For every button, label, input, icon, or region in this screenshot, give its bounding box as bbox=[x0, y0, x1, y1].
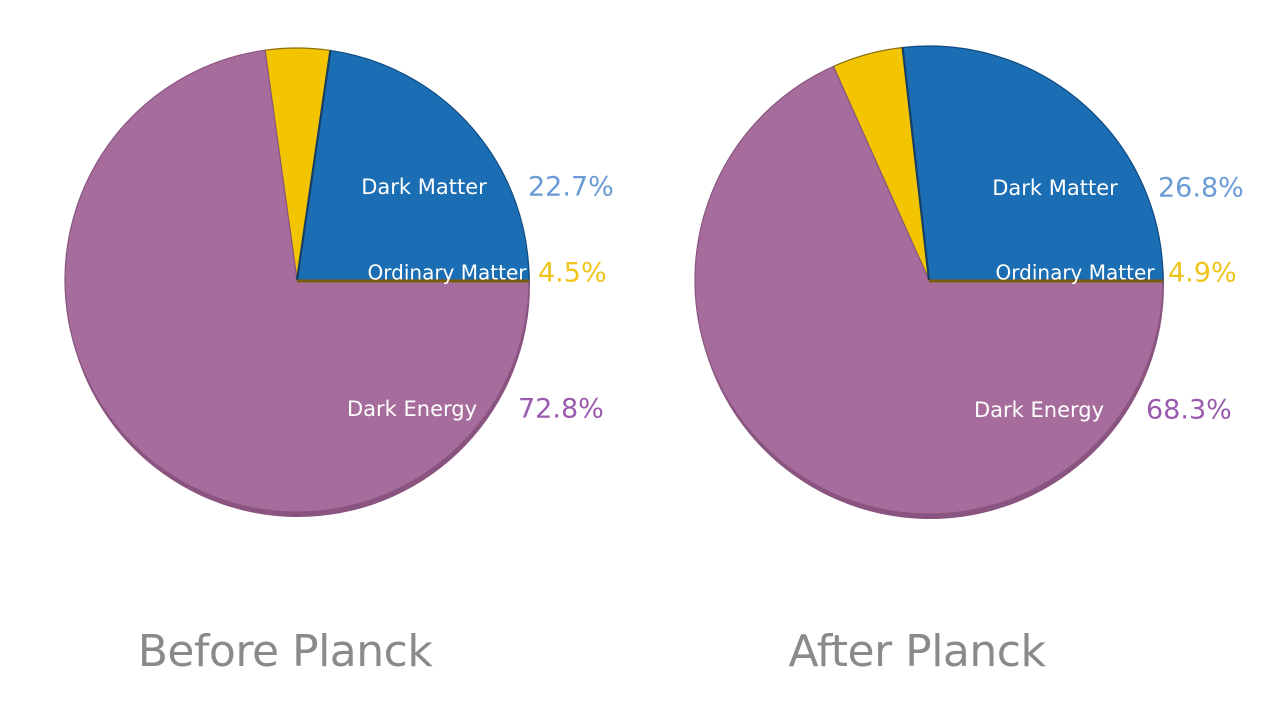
pie-chart-before-planck: Dark Matter 22.7% Ordinary Matter 4.5% Dark … bbox=[64, 47, 614, 517]
slice-label-dark-energy: Dark Energy bbox=[974, 398, 1104, 422]
slice-dark-matter bbox=[296, 49, 530, 281]
caption-after-planck: After Planck bbox=[788, 626, 1046, 677]
slice-value-dark-energy: 72.8% bbox=[518, 394, 604, 425]
slice-dark-matter bbox=[901, 45, 1164, 281]
slice-value-dark-matter: 22.7% bbox=[528, 172, 614, 203]
slice-value-ordinary-matter: 4.9% bbox=[1168, 258, 1237, 289]
slice-label-ordinary-matter: Ordinary Matter bbox=[996, 261, 1156, 285]
slice-boundary-line bbox=[901, 47, 931, 281]
slice-label-ordinary-matter: Ordinary Matter bbox=[368, 261, 528, 285]
slice-label-dark-matter: Dark Matter bbox=[361, 175, 487, 199]
pie-chart-after-planck: Dark Matter 26.8% Ordinary Matter 4.9% Dark … bbox=[694, 45, 1244, 520]
slice-value-dark-matter: 26.8% bbox=[1158, 173, 1244, 204]
slice-value-dark-energy: 68.3% bbox=[1146, 395, 1232, 426]
slice-value-ordinary-matter: 4.5% bbox=[538, 258, 607, 289]
slice-dark-energy bbox=[694, 65, 1164, 515]
slice-label-dark-energy: Dark Energy bbox=[347, 397, 477, 421]
slice-boundary-line bbox=[295, 50, 332, 281]
caption-before-planck: Before Planck bbox=[137, 626, 433, 677]
slice-label-dark-matter: Dark Matter bbox=[992, 176, 1118, 200]
